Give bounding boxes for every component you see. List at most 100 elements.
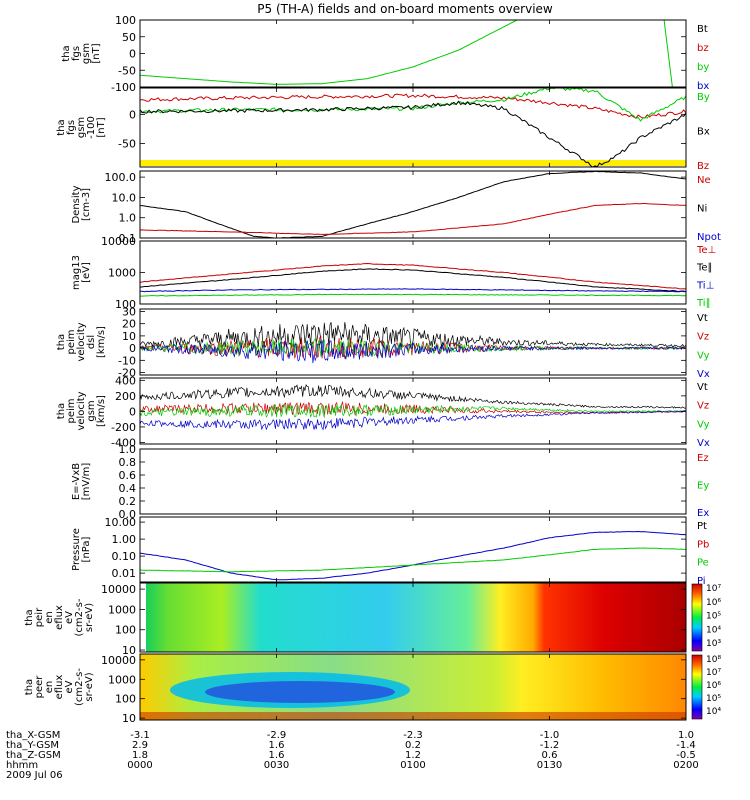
panel-peir-en-eflux: 10⁷ 10⁶ 10⁵ 10⁴ 10³ 10000 1000 100 10 tha peir en ef… (24, 582, 721, 657)
x-tick-label: 0.2 (405, 740, 421, 751)
y-tick-label: 30 (122, 305, 136, 318)
legend-label: Te⊥ (696, 245, 716, 256)
legend-label: Pt (697, 521, 707, 532)
series-Pe (140, 547, 686, 573)
y-tick-label: 1.0 (119, 443, 137, 456)
panel-pressure: 10.00 1.00 0.10 0.01 Pressure [nPa] Pt Pb Pe Pi (71, 516, 709, 587)
y-tick-label: 100 (115, 693, 136, 706)
y-tick-label: 10 (122, 330, 136, 343)
legend-label: Ne (697, 175, 711, 186)
legend-label: Ey (697, 481, 709, 492)
y-axis-label-line: mag13 (71, 255, 82, 290)
series-Vx (140, 339, 686, 364)
panel-peim-velocity-gsm: 400 200 0 -200 -400 tha peim velocity gsm [km/s] V… (56, 374, 710, 449)
x-axis-row-label: tha_X-GSM (6, 730, 60, 741)
y-tick-label: 100 (115, 624, 136, 637)
colorbar-peer-en-eflux (691, 654, 703, 720)
panel-fgs-gsm-full: 100 50 0 -50 -100 tha fgs gsm [nT] Bt bz by bx (61, 14, 709, 94)
y-axis-label-line: tha (56, 334, 67, 350)
x-tick-label: 0000 (127, 760, 152, 771)
x-tick-label: 1.8 (132, 750, 148, 761)
x-axis-row-label: tha_Z-GSM (6, 750, 61, 761)
y-tick-label: 1000 (108, 267, 136, 280)
y-axis-label-line: dsl (86, 335, 97, 349)
y-tick-label: 1000 (108, 673, 136, 686)
y-tick-label: 100.0 (105, 171, 137, 184)
x-tick-label: -1.4 (676, 740, 696, 751)
x-tick-label: -2.3 (403, 730, 423, 741)
plot-frame (139, 19, 687, 88)
y-axis-label-line: (cm2-s- (74, 598, 85, 636)
y-axis-label-line: sr-eV) (84, 672, 95, 701)
y-axis-label-line: peim (66, 329, 77, 354)
y-tick-label: 1000 (108, 603, 136, 616)
legend-label: Ni (697, 204, 707, 215)
y-axis-label: mag13 [eV] (71, 255, 92, 290)
y-axis-label-line: tha (56, 119, 67, 135)
y-tick-label: 10.00 (105, 516, 137, 529)
colorbar-tick-label: 10⁶ (706, 598, 721, 608)
spectrogram-core-inner (205, 681, 395, 703)
series-Ne (140, 203, 686, 235)
series-Te⊥ (140, 262, 686, 290)
y-axis-label-line: velocity (76, 391, 87, 430)
series-Vy (140, 403, 686, 419)
x-axis-row-label: tha_Y-GSM (6, 740, 59, 751)
y-axis-label-line: -100 (86, 116, 97, 139)
colorbar-tick-label: 10⁵ (706, 694, 721, 704)
y-axis-label: Density [cm-3] (71, 185, 92, 223)
y-axis-label-line: fgs (71, 46, 82, 61)
y-axis-label-line: eflux (54, 675, 65, 700)
y-axis-label-line: Density (71, 185, 82, 223)
panel-efield: 1.00.80.60.40.20.0 E=-VxB [mV/m] Ez Ey Ex (71, 443, 709, 521)
legend-label: Pb (697, 539, 709, 550)
x-tick-label: 2.9 (132, 740, 148, 751)
series-Bz (140, 93, 686, 119)
legend-label: Npot (697, 232, 721, 243)
y-axis-label-line: [cm-3] (81, 188, 92, 221)
y-axis-label-line: [nT] (91, 43, 102, 63)
y-tick-label: 0.6 (119, 469, 137, 482)
y-axis-label-line: tha (56, 403, 67, 419)
y-tick-label: -10 (118, 354, 136, 367)
y-tick-label: 400 (115, 374, 136, 387)
colorbar-peir-en-eflux (691, 583, 703, 652)
panel-peer-en-eflux: 10⁸ 10⁷ 10⁶ 10⁵ 10⁴ 10000 1000 100 10 tha peer en ef… (24, 653, 721, 725)
y-axis-label-line: [mV/m] (81, 463, 92, 501)
x-tick-label: -0.5 (676, 750, 696, 761)
y-tick-label: 10 (122, 712, 136, 725)
y-tick-label: 0 (129, 342, 136, 355)
x-tick-label: 1.2 (405, 750, 421, 761)
y-tick-label: 100 (115, 14, 136, 27)
legend-label: Vx (697, 369, 710, 380)
y-axis-label-line: en (44, 681, 55, 694)
x-tick-label: 0030 (264, 760, 289, 771)
x-tick-label: 1.0 (678, 730, 694, 741)
x-tick-label: 1.6 (269, 740, 285, 751)
legend-label: Vx (697, 438, 710, 449)
legend-label: Vz (697, 332, 709, 343)
y-axis-label-line: eV (64, 611, 75, 624)
y-axis-label-line: en (44, 611, 55, 624)
x-tick-label: -1.2 (540, 740, 560, 751)
y-axis-label-line: tha (61, 45, 72, 61)
y-axis-label: tha fgs gsm [nT] (61, 43, 102, 64)
legend-label: by (697, 62, 709, 73)
spectrogram-gap (140, 583, 146, 652)
y-axis-label-line: tha (24, 679, 35, 695)
y-axis-label: tha fgs gsm -100 [nT] (56, 116, 107, 139)
x-tick-label: 0100 (400, 760, 425, 771)
y-axis-label-line: fgs (66, 120, 77, 135)
y-axis-label: tha peim velocity dsl [km/s] (56, 322, 107, 361)
y-tick-label: 1.0 (119, 212, 137, 225)
series-Vt (140, 322, 686, 349)
y-tick-label: 0 (129, 48, 136, 61)
y-axis-label-line: Pressure (71, 528, 82, 571)
legend-label: Bt (697, 24, 708, 35)
y-tick-label: -400 (111, 436, 136, 449)
y-axis-label-line: peim (66, 398, 77, 423)
series-Te∥ (140, 268, 686, 293)
y-axis-label-line: [eV] (81, 262, 92, 283)
y-axis-label-line: tha (24, 609, 35, 625)
